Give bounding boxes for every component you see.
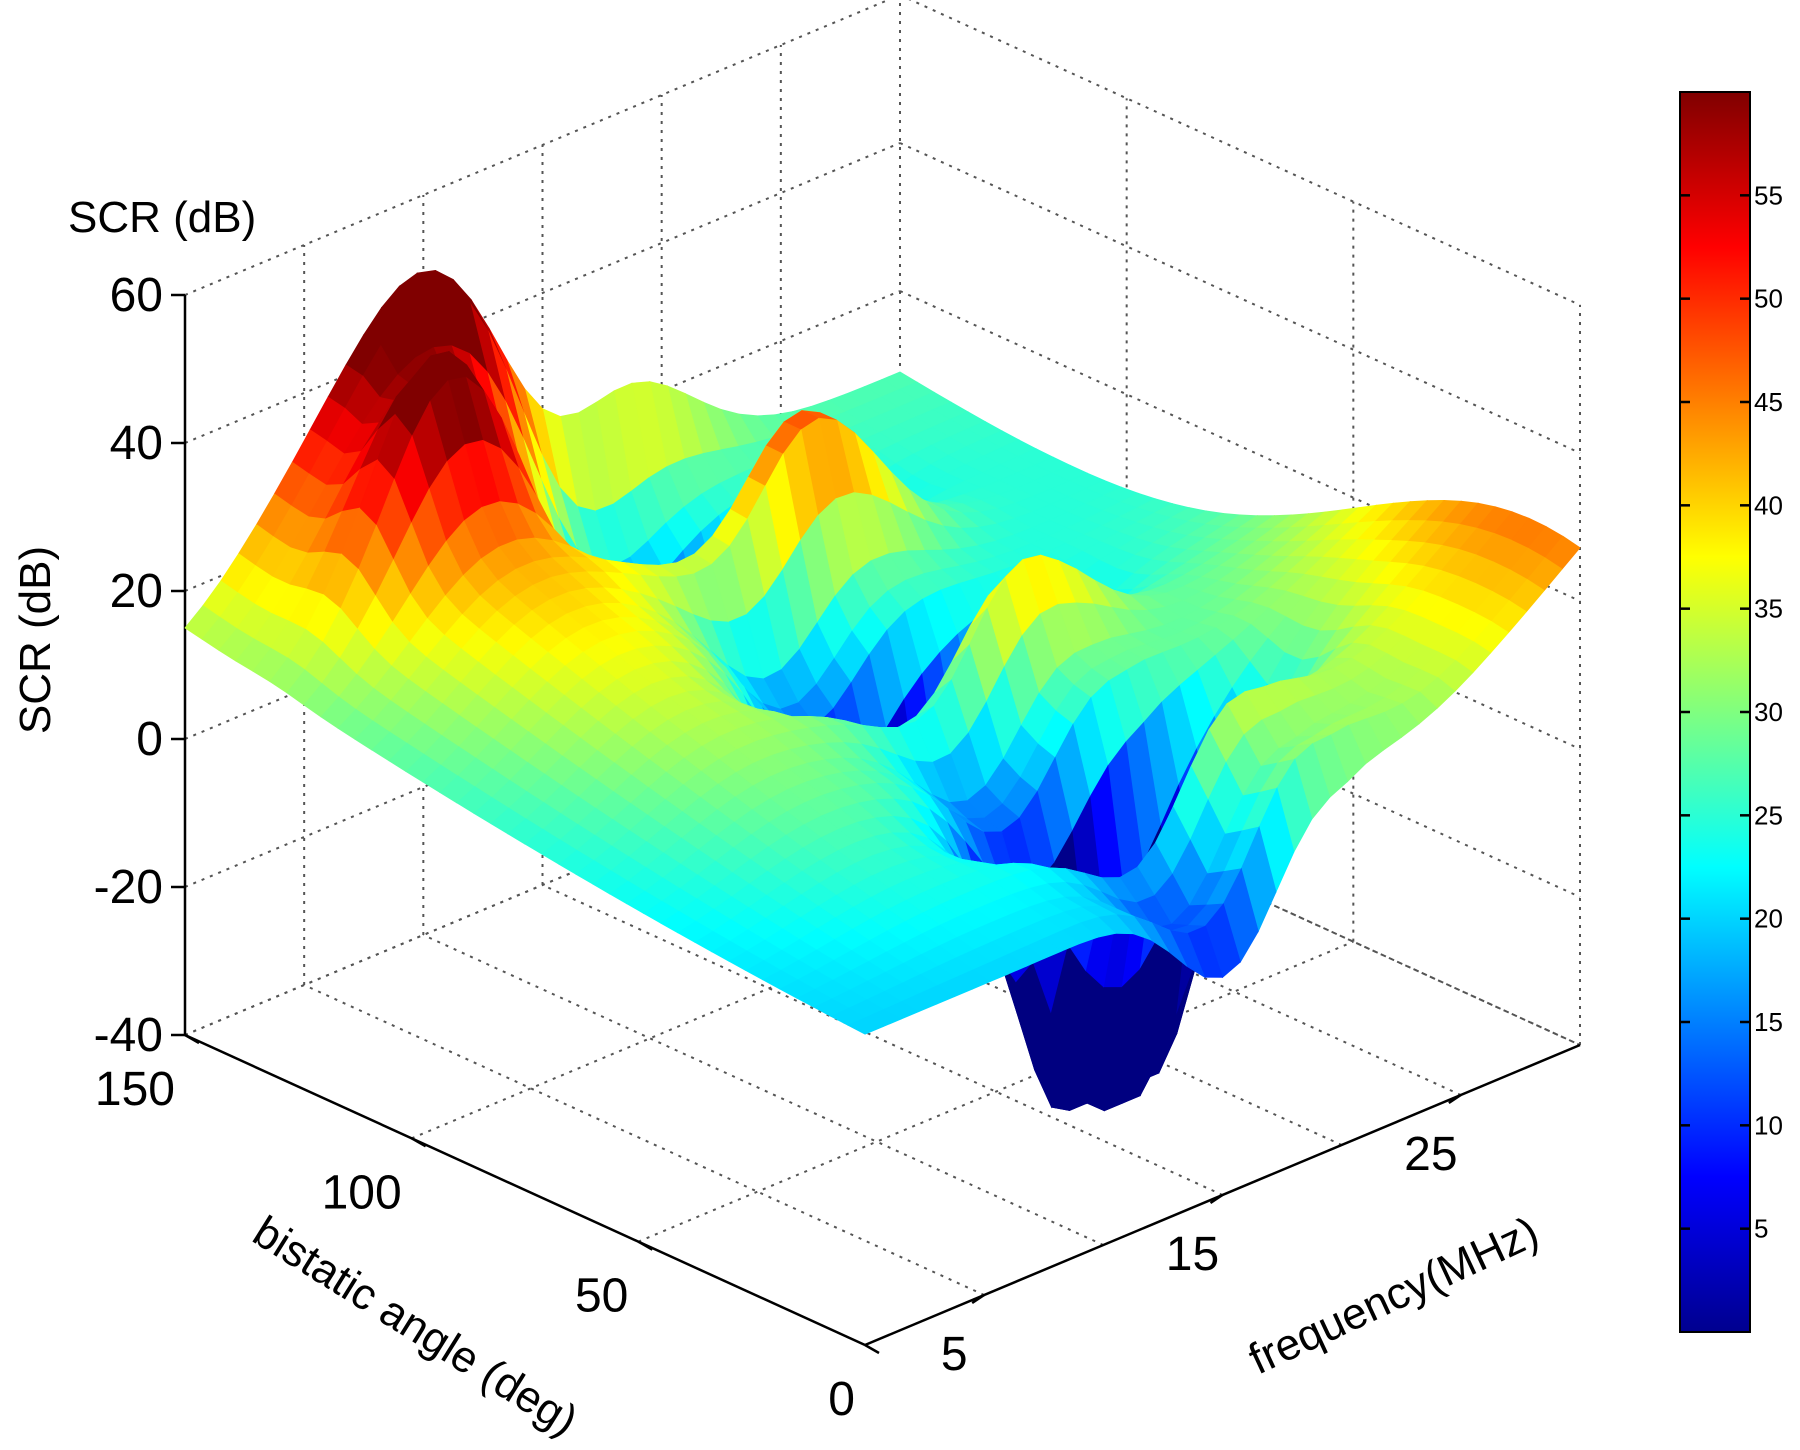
x-axis-line: [184, 1033, 866, 1347]
grid-line: [542, 884, 1223, 1196]
x-tick-label: 0: [828, 1373, 855, 1426]
z-tick-label: -20: [94, 861, 163, 914]
grid-line: [899, 734, 1581, 1046]
y-tick: [1448, 1093, 1462, 1105]
colorbar-tick-label: 15: [1754, 1007, 1783, 1037]
y-tick-label: 5: [941, 1328, 968, 1381]
z-tick-label: 40: [110, 417, 163, 470]
x-tick: [864, 1343, 880, 1355]
x-tick-label: 100: [322, 1166, 402, 1219]
colorbar-tick-label: 25: [1754, 800, 1783, 830]
colorbar-tick-label: 40: [1754, 490, 1783, 520]
z-axis-label: SCR (dB): [11, 546, 60, 734]
x-tick: [637, 1240, 653, 1251]
colorbar: 55 50 45 40 35 30 25 20 15 10 5: [1679, 91, 1783, 1333]
x-tick: [184, 1033, 200, 1045]
x-tick-label: 150: [95, 1063, 175, 1116]
colorbar-tick-label: 45: [1754, 387, 1783, 417]
grid-line: [303, 984, 985, 1296]
surface-patch: [847, 1017, 884, 1035]
y-axis-label: frequency(MHz): [1242, 1207, 1546, 1384]
grid-line: [899, 586, 1581, 898]
z-axis-top-label: SCR (dB): [68, 193, 256, 242]
grid-line: [184, 142, 901, 444]
grid-line: [899, 142, 1581, 454]
colorbar-tick-label: 35: [1754, 594, 1783, 624]
grid-line: [637, 940, 1354, 1243]
x-axis-label: bistatic angle (deg): [245, 1207, 586, 1446]
y-tick: [1209, 1193, 1224, 1205]
grid-line: [899, 438, 1581, 750]
z-tick-label: 20: [110, 565, 163, 618]
z-tick-label: 0: [136, 713, 163, 766]
x-tick: [411, 1137, 427, 1148]
grid-line: [422, 934, 1104, 1246]
grid-line: [184, 734, 901, 1036]
z-tick-label: 60: [110, 269, 163, 322]
y-tick: [971, 1293, 985, 1305]
grid-line: [908, 0, 1581, 306]
colorbar-tick-label: 10: [1754, 1110, 1783, 1140]
colorbar-tick-label: 55: [1754, 180, 1783, 210]
colorbar-ticks: 55 50 45 40 35 30 25 20 15 10 5: [1680, 180, 1783, 1244]
x-tick-label: 50: [575, 1270, 628, 1323]
colorbar-tick-label: 20: [1754, 904, 1783, 934]
grid-line: [411, 837, 1128, 1140]
surface: [184, 269, 1581, 1112]
y-tick-label: 25: [1404, 1128, 1457, 1181]
colorbar-bar: [1679, 91, 1751, 1333]
colorbar-tick-label: 30: [1754, 697, 1783, 727]
z-tick-label: -40: [94, 1009, 163, 1062]
colorbar-tick-label: 50: [1754, 284, 1783, 314]
colorbar-tick-label: 5: [1754, 1214, 1768, 1244]
y-tick-label: 15: [1166, 1228, 1219, 1281]
grid-line: [184, 0, 891, 296]
